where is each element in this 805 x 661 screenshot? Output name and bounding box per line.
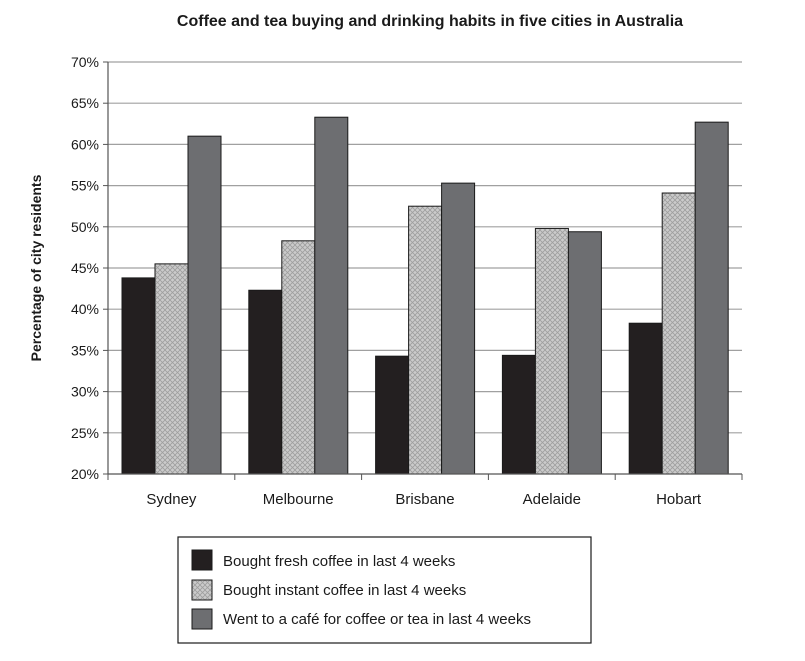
bar-cafe [441,182,476,475]
legend: Bought fresh coffee in last 4 weeks Boug… [177,536,592,644]
y-axis-label: Percentage of city residents [28,174,44,361]
y-tick-label: 65% [71,95,99,111]
legend-box [177,536,592,644]
y-tick-label: 35% [71,342,99,358]
bar-cafe [694,121,729,475]
y-tick-label: 55% [71,178,99,194]
chart-title: Coffee and tea buying and drinking habit… [177,13,683,30]
legend-label-instant: Bought instant coffee in last 4 weeks [223,582,466,599]
y-axis-ticks: 20% 25% 30% 35% 40% 45% 50% 55% 60% 65% 70% [71,54,108,482]
bar-fresh-coffee [248,289,283,475]
bar-instant-coffee [281,240,316,475]
category-label: Sydney [146,491,197,508]
bar-cafe [187,135,222,475]
bar-instant-coffee [534,227,569,475]
legend-label-fresh: Bought fresh coffee in last 4 weeks [223,553,455,570]
bar-instant-coffee [661,192,696,475]
y-tick-label: 50% [71,219,99,235]
bar-fresh-coffee [121,277,156,475]
category-label: Adelaide [523,491,581,508]
bar-fresh-coffee [501,354,536,475]
bar-fresh-coffee [628,322,663,475]
y-tick-label: 60% [71,136,99,152]
y-tick-label: 45% [71,260,99,276]
y-tick-label: 70% [71,54,99,70]
y-tick-label: 30% [71,384,99,400]
legend-swatch-fresh [191,549,213,571]
bar-cafe [314,116,349,475]
bar-fresh-coffee [375,355,410,475]
category-label: Melbourne [263,491,334,508]
bars [121,116,729,475]
legend-swatch-cafe [191,608,213,630]
legend-label-cafe: Went to a café for coffee or tea in last… [223,611,531,628]
y-tick-label: 40% [71,301,99,317]
category-label: Hobart [656,491,702,508]
bar-instant-coffee [408,205,443,475]
y-tick-label: 25% [71,425,99,441]
legend-swatch-instant [191,579,213,601]
bar-cafe [567,231,602,475]
category-labels: Sydney Melbourne Brisbane Adelaide Hobart [146,491,702,508]
y-tick-label: 20% [71,466,99,482]
axes [107,62,743,480]
category-label: Brisbane [395,491,454,508]
bar-instant-coffee [154,263,189,475]
